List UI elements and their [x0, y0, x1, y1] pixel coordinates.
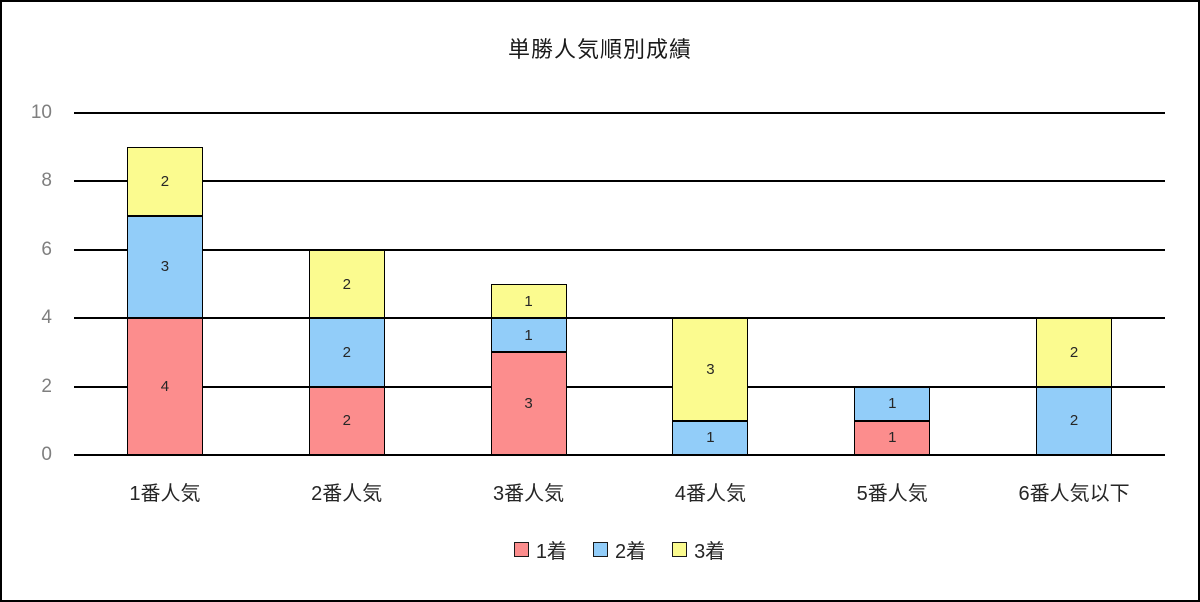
bar-segment-value: 2 [342, 343, 351, 361]
legend-label: 3着 [694, 541, 726, 563]
bar-segment-3着: 3 [672, 318, 749, 421]
x-tick-label: 3番人気 [493, 483, 565, 505]
legend-item-1着: 1着 [513, 535, 567, 564]
y-tick-label: 10 [30, 102, 52, 123]
bar-segment-value: 1 [524, 292, 533, 310]
bar-segment-value: 3 [706, 361, 715, 379]
legend-marker [672, 542, 688, 557]
bar-segment-value: 2 [160, 172, 170, 190]
gridline-y-10 [74, 112, 1165, 114]
gridline-y-2 [74, 385, 1165, 388]
bar-segment-1着: 2 [308, 386, 385, 455]
bar-segment-1着: 3 [490, 352, 567, 455]
bar-segment-2着: 3 [126, 215, 203, 319]
legend: 1着 2着 3着 [74, 535, 1165, 564]
y-tick-label: 2 [41, 375, 52, 397]
x-tick-label: 2番人気 [311, 483, 383, 505]
y-tick-label: 4 [41, 307, 52, 329]
legend-marker [592, 542, 608, 557]
gridline-y-8 [74, 180, 1165, 183]
bar-segment-2着: 1 [490, 318, 567, 353]
bar-segment-value: 1 [524, 326, 533, 344]
bar-segment-value: 3 [524, 395, 533, 413]
y-tick-label: 0 [41, 444, 52, 465]
bar-segment-2着: 1 [672, 420, 749, 455]
bar-segment-value: 2 [342, 412, 351, 430]
bar-1番人気: 4 3 2 [126, 147, 203, 455]
gridline-y-0 [74, 454, 1165, 456]
gridline-y-4 [74, 317, 1165, 320]
chart-title: 単勝人気順別成績 [507, 37, 692, 62]
bar-segment-value: 3 [160, 258, 170, 276]
bar-segment-3着: 2 [308, 249, 385, 319]
bar-3番人気: 3 1 1 [490, 284, 567, 455]
bar-segment-2着: 2 [1036, 386, 1113, 455]
bar-segment-1着: 4 [126, 318, 203, 455]
y-tick-label: 8 [41, 170, 52, 192]
bar-segment-value: 2 [1069, 343, 1079, 361]
y-tick-label: 6 [41, 238, 52, 260]
bar-segment-value: 1 [706, 429, 715, 447]
bar-segment-value: 2 [1069, 412, 1079, 430]
x-tick-label: 6番人気以下 [1018, 483, 1130, 505]
plot-area: 0 2 4 6 8 10 4 3 2 1番人気 2 2 2 2番人気 3 1 1 3番人気 1 3 4番人気 1 1 5番人気… [31, 102, 1165, 505]
bar-segment-value: 4 [160, 378, 170, 396]
bar-segment-3着: 1 [490, 284, 567, 319]
x-tick-label: 5番人気 [856, 483, 928, 505]
legend-label: 2着 [614, 541, 647, 563]
legend-label: 1着 [535, 541, 567, 563]
legend-item-2着: 2着 [592, 535, 647, 564]
x-tick-label: 4番人気 [674, 483, 746, 505]
bar-segment-3着: 2 [1036, 318, 1113, 387]
bar-segment-value: 2 [342, 275, 351, 293]
bar-segment-2着: 2 [308, 318, 385, 387]
bar-segment-value: 1 [888, 395, 897, 413]
bar-segment-3着: 2 [126, 147, 203, 216]
bar-segment-value: 1 [888, 429, 897, 447]
bar-2番人気: 2 2 2 [308, 249, 385, 455]
legend-item-3着: 3着 [672, 535, 725, 564]
gridline-y-6 [74, 248, 1165, 251]
bar-segment-2着: 1 [854, 386, 931, 421]
bar-segment-1着: 1 [854, 420, 931, 455]
x-tick-label: 1番人気 [129, 483, 201, 505]
legend-marker [513, 542, 529, 557]
